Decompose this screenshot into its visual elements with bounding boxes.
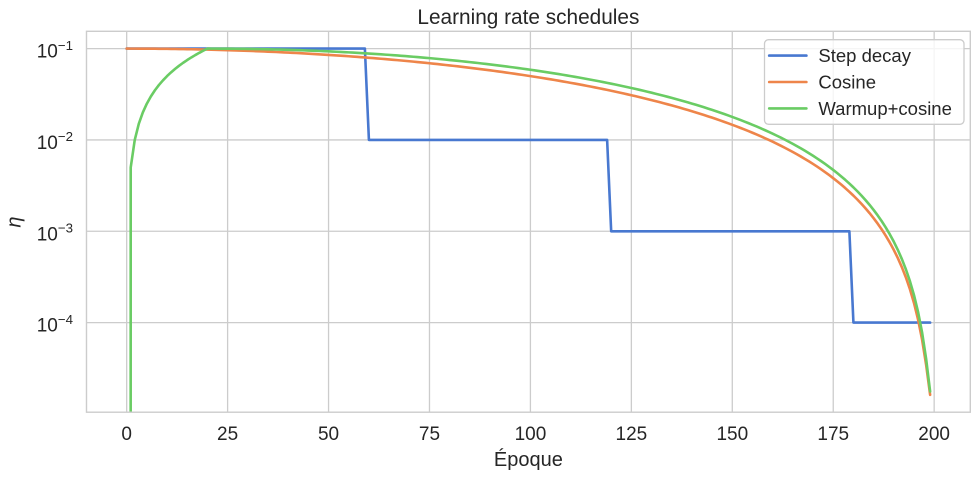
- series-line-warmup-cosine: [129, 47, 932, 413]
- x-tick-label: 200: [918, 424, 950, 445]
- x-tick-label: 175: [817, 424, 849, 445]
- y-axis-label: η: [4, 216, 26, 227]
- legend-label-warmup-cosine: Warmup+cosine: [818, 98, 952, 119]
- y-tick-label: 10−2: [37, 129, 73, 154]
- series-lines: [125, 47, 932, 413]
- x-tick-label: 100: [515, 424, 547, 445]
- legend: Step decay Cosine Warmup+cosine: [763, 39, 965, 125]
- x-tick-labels: 0 25 50 75 100 125 150 175 200: [121, 424, 950, 445]
- y-tick-label: 10−3: [37, 220, 73, 245]
- legend-label-step-decay: Step decay: [818, 45, 911, 66]
- x-tick-label: 125: [616, 424, 648, 445]
- y-tick-labels: 10−1 10−2 10−3 10−4: [37, 38, 73, 337]
- y-tick-label: 10−4: [37, 312, 73, 337]
- legend-box: [763, 39, 965, 125]
- series-line-cosine: [125, 47, 932, 397]
- x-tick-label: 50: [318, 424, 339, 445]
- x-tick-label: 0: [121, 424, 132, 445]
- x-tick-label: 75: [419, 424, 440, 445]
- axes-frame: [85, 30, 971, 413]
- y-tick-label: 10−1: [37, 38, 73, 63]
- x-tick-label: 25: [217, 424, 238, 445]
- chart-title: Learning rate schedules: [417, 6, 639, 29]
- x-tick-label: 150: [716, 424, 748, 445]
- legend-label-cosine: Cosine: [818, 72, 876, 93]
- x-axis-label: Époque: [494, 448, 563, 471]
